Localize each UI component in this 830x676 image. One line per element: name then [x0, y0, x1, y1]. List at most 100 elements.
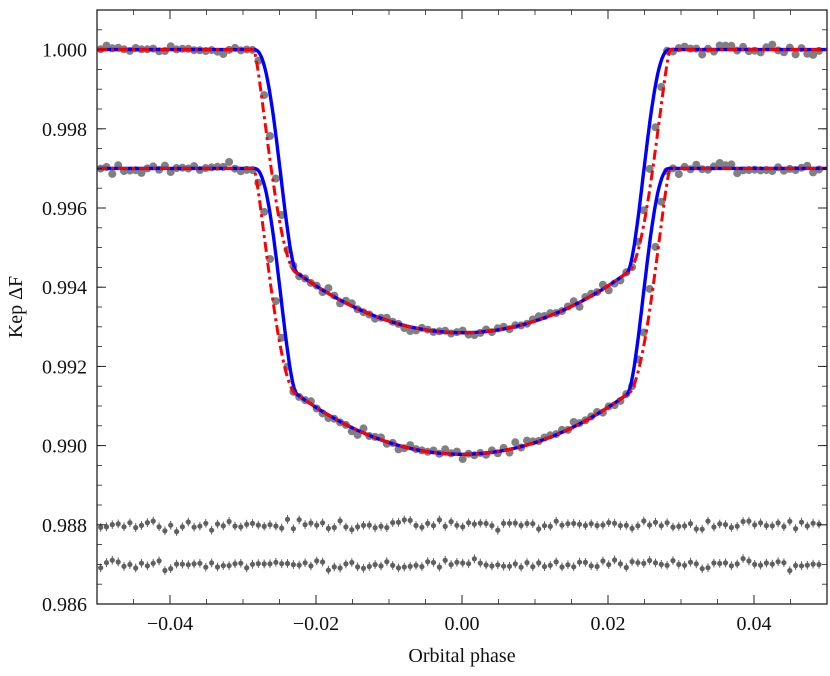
y-tick-label: 0.998	[42, 119, 87, 141]
residual-point	[512, 561, 518, 567]
residual-point	[185, 519, 191, 525]
model-solid-line-1	[97, 47, 827, 335]
residual-point	[536, 560, 542, 566]
data-point	[137, 168, 146, 177]
residual-point	[267, 561, 273, 567]
data-point	[698, 50, 707, 59]
y-tick-label: 0.988	[42, 515, 87, 537]
residual-point	[138, 560, 145, 566]
data-point	[721, 41, 730, 50]
residual-point	[279, 561, 285, 567]
residual-point	[769, 561, 775, 567]
residual-point	[413, 562, 419, 568]
residual-point	[366, 563, 372, 570]
residual-point	[98, 524, 104, 531]
residual-point	[232, 561, 238, 567]
residual-point	[576, 559, 583, 565]
residual-point	[349, 527, 355, 533]
residual-point	[162, 567, 168, 574]
residual-point	[635, 560, 641, 566]
residual-point	[553, 518, 559, 524]
residual-point	[612, 520, 618, 526]
data-point	[791, 50, 800, 59]
residual-point	[816, 561, 822, 568]
residual-point	[255, 561, 261, 567]
data-point	[219, 50, 228, 58]
residual-point	[571, 564, 577, 570]
residual-point	[722, 522, 729, 528]
residual-point	[501, 520, 507, 527]
residual-point	[331, 524, 337, 531]
residual-point	[366, 522, 372, 528]
residual-point	[518, 564, 524, 570]
residual-point	[115, 521, 121, 527]
residual-point	[133, 525, 139, 531]
residual-point	[787, 568, 793, 574]
data-point	[715, 41, 724, 50]
residual-point	[384, 525, 390, 531]
residual-point	[571, 520, 577, 527]
data-point	[809, 168, 818, 177]
residual-point	[302, 522, 308, 528]
residual-point	[466, 561, 472, 567]
residual-point	[483, 562, 489, 568]
residual-point	[220, 523, 226, 529]
residual-point	[798, 519, 805, 525]
residual-point	[693, 561, 699, 567]
residual-point	[687, 559, 694, 565]
residual-point	[320, 559, 326, 565]
residual-point	[664, 562, 670, 568]
residual-point	[787, 518, 793, 524]
residual-point	[699, 566, 705, 572]
residual-point	[314, 522, 320, 528]
residual-point	[606, 520, 612, 526]
residual-point	[425, 559, 431, 565]
residual-point	[705, 518, 711, 524]
residual-point	[302, 560, 308, 566]
data-point	[441, 445, 450, 454]
residual-point	[559, 564, 565, 570]
residual-point	[343, 561, 349, 567]
residual-point	[752, 522, 758, 528]
residual-point	[168, 566, 174, 572]
x-tick-label: 0.00	[445, 613, 480, 635]
residual-point	[349, 559, 355, 566]
residual-point	[331, 564, 337, 570]
residual-point	[407, 517, 413, 524]
residual-point	[395, 565, 402, 571]
model-solid-line-2	[97, 166, 827, 456]
residual-point	[565, 521, 571, 527]
plot-frame	[96, 9, 828, 605]
residual-point	[641, 560, 647, 567]
data-point	[809, 50, 818, 59]
residual-point	[775, 559, 781, 565]
residual-point	[109, 522, 115, 528]
residual-point	[109, 557, 115, 563]
data-point	[458, 455, 467, 463]
residual-point	[360, 522, 367, 529]
residual-point	[471, 556, 477, 562]
residual-point	[203, 520, 209, 526]
residual-point	[127, 520, 133, 526]
residual-point	[220, 563, 226, 569]
residual-point	[267, 522, 273, 528]
residual-point	[355, 524, 361, 530]
x-tick-label: 0.04	[737, 613, 772, 635]
residual-point	[676, 561, 682, 568]
residual-point	[670, 558, 676, 564]
residual-point	[588, 563, 594, 569]
residual-point	[687, 521, 694, 527]
residual-point	[758, 520, 764, 526]
residual-point	[524, 560, 530, 566]
residual-point	[325, 525, 331, 532]
residual-point	[372, 525, 378, 531]
residual-point	[430, 559, 437, 566]
residual-point	[816, 521, 822, 527]
residual-point	[197, 523, 203, 529]
residual-point	[781, 524, 787, 530]
residual-point	[553, 559, 559, 565]
axis-ticks: −0.04 −0.02 0.00 0.02 0.04 0.986 0.988 0.990 0.9…	[42, 10, 828, 635]
residual-point	[705, 565, 711, 571]
x-tick-label: −0.02	[293, 613, 339, 635]
residual-point	[273, 559, 279, 565]
